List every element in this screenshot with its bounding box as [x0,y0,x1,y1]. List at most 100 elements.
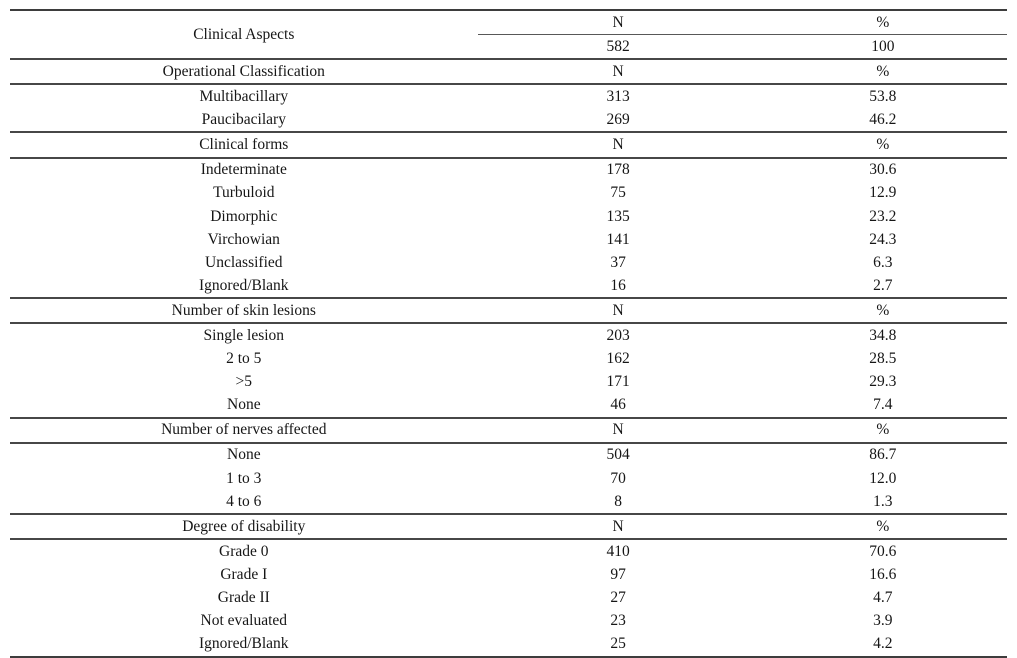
table-title: Clinical Aspects [193,25,295,43]
table-row: Paucibacilary 269 46.2 [10,108,1007,132]
section-title: Degree of disability [10,512,478,541]
row-pct-value: 86.7 [869,446,897,464]
row-label: Multibacillary [199,88,289,106]
row-label: Turbuloid [213,184,275,202]
section-header-row: Clinical forms N % [10,131,1007,159]
column-header-n: N [477,416,759,444]
row-n-value: 313 [606,88,630,106]
table-total-row: 582 100 [10,35,1007,60]
row-label: Single lesion [203,327,285,345]
row-n-value: 16 [610,276,626,294]
table-header-row: Clinical Aspects N % [10,10,1007,42]
row-label: 2 to 5 [226,350,262,368]
table-row: Single lesion 203 34.8 [10,323,1007,347]
table-row: None 46 7.4 [10,394,1007,418]
row-pct-value: 4.7 [873,589,893,607]
column-header-n: N [477,10,759,36]
table-row: 2 to 5 162 28.5 [10,347,1007,370]
table-row: Not evaluated 23 3.9 [10,609,1007,632]
row-label: Grade I [220,565,268,583]
row-pct-value: 30.6 [869,161,897,179]
row-n-value: 141 [606,230,630,248]
row-pct-value: 6.3 [873,253,893,271]
row-pct-value: 1.3 [873,492,893,510]
column-header-pct: % [758,10,1007,36]
table-row: Indeterminate 178 30.6 [10,158,1007,182]
row-pct-value: 53.8 [869,88,897,106]
table-row: Dimorphic 135 23.2 [10,205,1007,228]
row-pct-value: 3.9 [873,612,893,630]
section-title: Clinical forms [10,131,478,159]
row-n-value: 504 [606,446,630,464]
column-header-pct: % [758,131,1007,159]
section-header-row: Number of nerves affected N % [10,416,1007,444]
row-pct-value: 23.2 [869,207,897,225]
table-row: Multibacillary 313 53.8 [10,84,1007,108]
clinical-aspects-table: Clinical Aspects N % 582 100 Operational… [10,9,1007,658]
row-label: None [227,446,261,464]
total-pct-value: 100 [871,37,895,55]
row-label: Not evaluated [200,612,288,630]
column-header-n: N [477,297,759,325]
row-label: None [227,396,261,414]
section-header-row: Operational Classification N % [10,58,1007,86]
row-label: Ignored/Blank [199,635,289,653]
column-header-pct: % [758,512,1007,541]
table-row: Grade I 97 16.6 [10,563,1007,586]
table-row: Unclassified 37 6.3 [10,251,1007,274]
row-pct-value: 12.0 [869,469,897,487]
row-n-value: 410 [606,542,630,560]
table-row: 1 to 3 70 12.0 [10,467,1007,490]
row-n-value: 135 [606,207,630,225]
section-title: Number of skin lesions [10,297,478,325]
section-title: Number of nerves affected [10,416,478,444]
section-title: Operational Classification [10,58,478,86]
row-n-value: 75 [610,184,626,202]
table-row: >5 171 29.3 [10,370,1007,393]
row-label: Unclassified [205,253,283,271]
table-row: Ignored/Blank 25 4.2 [10,632,1007,656]
column-header-n: N [477,512,759,541]
row-n-value: 97 [610,565,626,583]
row-pct-value: 34.8 [869,327,897,345]
row-n-value: 162 [606,350,630,368]
row-pct-value: 24.3 [869,230,897,248]
section-header-row: Number of skin lesions N % [10,297,1007,325]
table-row: 4 to 6 8 1.3 [10,490,1007,514]
row-pct-value: 28.5 [869,350,897,368]
row-n-value: 23 [610,612,626,630]
row-label: Virchowian [207,230,280,248]
row-pct-value: 7.4 [873,396,893,414]
row-label: 4 to 6 [226,492,262,510]
row-label: 1 to 3 [226,469,262,487]
row-pct-value: 16.6 [869,565,897,583]
row-pct-value: 2.7 [873,276,893,294]
row-n-value: 171 [606,373,630,391]
column-header-pct: % [758,416,1007,444]
row-pct-value: 12.9 [869,184,897,202]
row-label: >5 [235,373,253,391]
column-header-pct: % [758,58,1007,86]
row-n-value: 178 [606,161,630,179]
row-n-value: 27 [610,589,626,607]
row-n-value: 46 [610,396,626,414]
table-row: Virchowian 141 24.3 [10,228,1007,251]
section-header-row: Degree of disability N % [10,512,1007,541]
paper-table-container: Clinical Aspects N % 582 100 Operational… [10,9,1007,658]
row-n-value: 8 [614,492,623,510]
row-pct-value: 29.3 [869,373,897,391]
row-pct-value: 46.2 [869,111,897,129]
row-pct-value: 4.2 [873,635,893,653]
column-header-n: N [477,131,759,159]
row-n-value: 269 [606,111,630,129]
table-row: Grade 0 410 70.6 [10,539,1007,563]
table-row: Grade II 27 4.7 [10,586,1007,609]
row-label: Grade 0 [219,542,269,560]
row-label: Indeterminate [200,161,287,179]
row-n-value: 203 [606,327,630,345]
row-n-value: 25 [610,635,626,653]
row-n-value: 37 [610,253,626,271]
table-row: Turbuloid 75 12.9 [10,182,1007,205]
column-header-n: N [477,58,759,86]
row-label: Grade II [217,589,270,607]
